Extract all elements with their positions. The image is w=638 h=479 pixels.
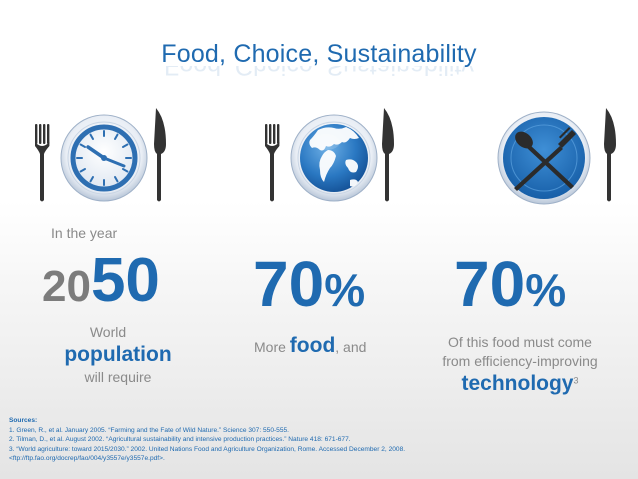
fork-icon <box>35 124 50 202</box>
fork-icon <box>265 124 280 202</box>
source-link[interactable]: <ftp://ftp.fao.org/docrep/fao/004/y3557e… <box>9 455 165 463</box>
stat2-percent: 70% <box>253 252 365 334</box>
knife-icon <box>382 108 394 202</box>
globe-plate-icon <box>265 108 394 202</box>
knife-icon <box>154 108 166 202</box>
stat2-text-bold: food <box>289 334 336 357</box>
source-item: 1. Green, R., et al. January 2005. “Farm… <box>9 426 290 434</box>
source-item: 2. Tilman, D., et al. August 2002. “Agri… <box>9 436 351 444</box>
stat3-percent: 70% <box>454 252 566 334</box>
source-item: 3. “World agriculture: toward 2015/2030.… <box>9 445 406 453</box>
year-prefix: 20 <box>42 262 91 311</box>
sources-block: Sources: 1. Green, R., et al. January 20… <box>9 416 629 464</box>
stat1-line3: will require <box>84 369 152 385</box>
title-reflection: Food, Choice, Sustainability <box>164 66 474 80</box>
stat1-line2: population <box>64 343 172 366</box>
stat2-text-after: , and <box>335 339 367 355</box>
stat3-footnote-ref: 3 <box>573 375 579 386</box>
spoon-icon <box>515 131 574 189</box>
stat3-line1: Of this food must come <box>448 334 592 350</box>
stat1-year: 2050 <box>42 250 160 328</box>
clock-plate-icon <box>35 108 166 202</box>
page-title: Food, Choice, Sustainability <box>161 40 477 68</box>
stat3-line2: from efficiency-improving <box>442 353 598 369</box>
stat2-number: 70 <box>253 248 325 320</box>
stat3-number: 70 <box>454 248 526 320</box>
crossed-utensils-plate-icon <box>497 108 616 205</box>
stat3-technology: technology <box>461 372 574 395</box>
stat1-line1: World <box>89 324 127 340</box>
fork-icon <box>514 127 576 191</box>
sources-heading: Sources: <box>9 417 38 424</box>
stat1-intro: In the year <box>51 225 118 241</box>
stat3-line3: technology3 <box>415 372 625 396</box>
knife-icon <box>604 108 616 202</box>
stat2-percent-sign: % <box>324 264 366 316</box>
year-suffix: 50 <box>90 246 160 315</box>
stat2-text-before: More <box>254 339 290 355</box>
stat2-caption: More food, and <box>254 334 366 358</box>
stat3-percent-sign: % <box>525 264 567 316</box>
